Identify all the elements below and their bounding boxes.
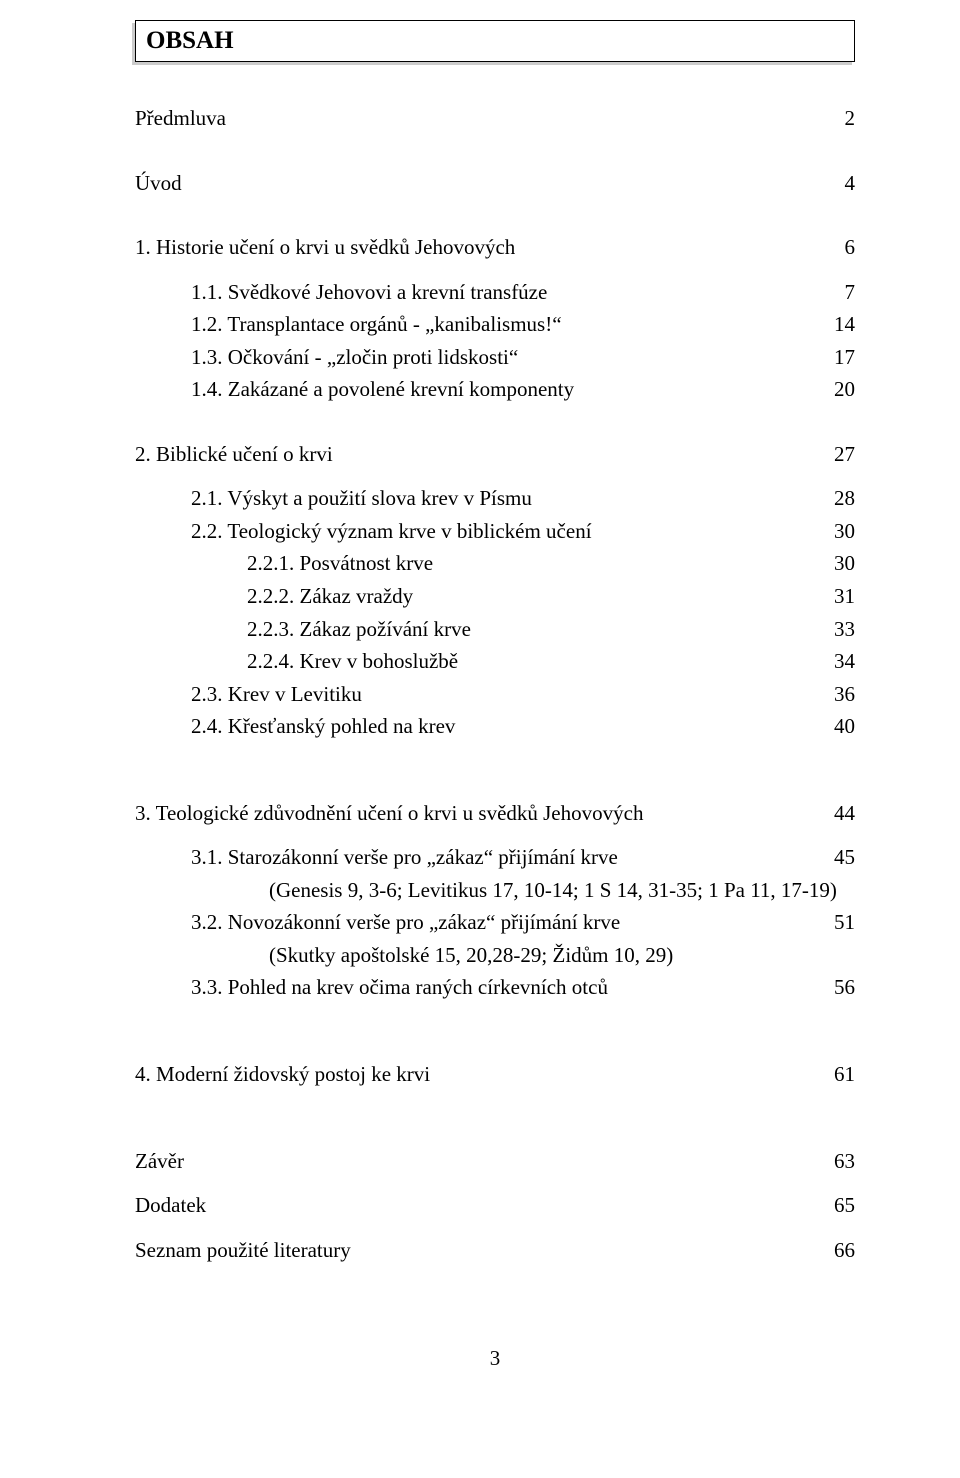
toc-entry-page: 44 [834, 797, 855, 830]
toc-entry-page: 65 [834, 1189, 855, 1222]
toc-entry-page: 7 [845, 276, 856, 309]
toc-entry-page: 2 [845, 102, 856, 135]
spacer [135, 406, 855, 438]
toc-entry: 3. Teologické zdůvodnění učení o krvi u … [135, 797, 855, 830]
toc-entry-page: 20 [834, 373, 855, 406]
toc-entry-label: 2.1. Výskyt a použití slova krev v Písmu [191, 482, 532, 515]
toc-entry-page: 63 [834, 1145, 855, 1178]
spacer [135, 1177, 855, 1189]
toc-entry-label: 2.4. Křesťanský pohled na krev [191, 710, 455, 743]
toc-entry: 3.2. Novozákonní verše pro „zákaz“ přijí… [135, 906, 855, 939]
toc-entry: Dodatek 65 [135, 1189, 855, 1222]
toc-entry-label: 1.1. Svědkové Jehovovi a krevní transfúz… [191, 276, 547, 309]
toc-entry-label: 2.2.2. Zákaz vraždy [247, 580, 413, 613]
toc-entry-label: 2. Biblické učení o krvi [135, 438, 333, 471]
toc-entry: 2.2.2. Zákaz vraždy 31 [135, 580, 855, 613]
toc-entry-label: 2.2. Teologický význam krve v biblickém … [191, 515, 592, 548]
spacer [135, 264, 855, 276]
toc-entry-page: 51 [834, 906, 855, 939]
toc-entry-label: Seznam použité literatury [135, 1234, 351, 1267]
toc-entry-page: 34 [834, 645, 855, 678]
spacer [135, 135, 855, 167]
toc-entry: 1.3. Očkování - „zločin proti lidskosti“… [135, 341, 855, 374]
toc-entry-label: 4. Moderní židovský postoj ke krvi [135, 1058, 430, 1091]
toc-entry-label: 1.4. Zakázané a povolené krevní komponen… [191, 373, 574, 406]
toc-entry: 2.2.4. Krev v bohoslužbě 34 [135, 645, 855, 678]
toc-entry-page: 17 [834, 341, 855, 374]
toc-entry-label: Úvod [135, 167, 182, 200]
toc-entry: 1.1. Svědkové Jehovovi a krevní transfúz… [135, 276, 855, 309]
spacer [135, 743, 855, 797]
page: OBSAH Předmluva 2 Úvod 4 1. Historie učení… [0, 0, 960, 1401]
toc-entry-page: 30 [834, 515, 855, 548]
spacer [135, 199, 855, 231]
toc-entry-page: 66 [834, 1234, 855, 1267]
toc-entry-label: Dodatek [135, 1189, 206, 1222]
toc-body: Předmluva 2 Úvod 4 1. Historie učení o krv… [135, 102, 855, 1266]
toc-entry-label: 1.2. Transplantace orgánů - „kanibalismu… [191, 308, 562, 341]
toc-entry-page: 61 [834, 1058, 855, 1091]
toc-entry-page: 33 [834, 613, 855, 646]
toc-entry-label: 1.3. Očkování - „zločin proti lidskosti“ [191, 341, 518, 374]
spacer [135, 470, 855, 482]
toc-entry-page: 56 [834, 971, 855, 1004]
toc-entry: Předmluva 2 [135, 102, 855, 135]
toc-entry-label: 3. Teologické zdůvodnění učení o krvi u … [135, 797, 643, 830]
toc-entry-page: 45 [834, 841, 855, 874]
toc-entry: 3.1. Starozákonní verše pro „zákaz“ přij… [135, 841, 855, 874]
toc-entry: 2.2. Teologický význam krve v biblickém … [135, 515, 855, 548]
toc-entry-label: Předmluva [135, 102, 226, 135]
toc-entry: 1.2. Transplantace orgánů - „kanibalismu… [135, 308, 855, 341]
page-number: 3 [135, 1346, 855, 1371]
toc-entry-page: 14 [834, 308, 855, 341]
toc-entry-label: 3.2. Novozákonní verše pro „zákaz“ přijí… [191, 906, 620, 939]
toc-entry: Úvod 4 [135, 167, 855, 200]
toc-entry-page: 4 [845, 167, 856, 200]
toc-entry: 2.3. Krev v Levitiku 36 [135, 678, 855, 711]
toc-entry-label: 3.1. Starozákonní verše pro „zákaz“ přij… [191, 841, 618, 874]
toc-entry: (Skutky apoštolské 15, 20,28-29; Židům 1… [135, 939, 855, 972]
toc-entry: 2.1. Výskyt a použití slova krev v Písmu… [135, 482, 855, 515]
toc-entry-label: 2.3. Krev v Levitiku [191, 678, 362, 711]
toc-entry-label: 1. Historie učení o krvi u svědků Jehovo… [135, 231, 515, 264]
toc-entry-label: 2.2.4. Krev v bohoslužbě [247, 645, 458, 678]
toc-entry: 2.4. Křesťanský pohled na krev 40 [135, 710, 855, 743]
toc-entry: 2.2.3. Zákaz požívání krve 33 [135, 613, 855, 646]
toc-entry: 1.4. Zakázané a povolené krevní komponen… [135, 373, 855, 406]
toc-entry-page: 40 [834, 710, 855, 743]
toc-entry-label: 3.3. Pohled na krev očima raných církevn… [191, 971, 608, 1004]
spacer [135, 1222, 855, 1234]
toc-entry: Seznam použité literatury 66 [135, 1234, 855, 1267]
toc-entry-page: 6 [845, 231, 856, 264]
toc-entry: 3.3. Pohled na krev očima raných církevn… [135, 971, 855, 1004]
toc-entry-label: 2.2.1. Posvátnost krve [247, 547, 433, 580]
toc-entry-label: Závěr [135, 1145, 184, 1178]
toc-entry-page: 30 [834, 547, 855, 580]
toc-entry-label: 2.2.3. Zákaz požívání krve [247, 613, 471, 646]
spacer [135, 1091, 855, 1145]
toc-entry-page: 31 [834, 580, 855, 613]
toc-entry-label: (Genesis 9, 3-6; Levitikus 17, 10-14; 1 … [269, 874, 837, 907]
spacer [135, 1004, 855, 1058]
toc-entry-label: (Skutky apoštolské 15, 20,28-29; Židům 1… [269, 939, 673, 972]
toc-entry-page: 27 [834, 438, 855, 471]
toc-entry: 1. Historie učení o krvi u svědků Jehovo… [135, 231, 855, 264]
toc-title: OBSAH [146, 27, 234, 54]
toc-entry: 2. Biblické učení o krvi 27 [135, 438, 855, 471]
toc-header-box: OBSAH [135, 20, 855, 62]
toc-entry-page: 28 [834, 482, 855, 515]
toc-entry: 2.2.1. Posvátnost krve 30 [135, 547, 855, 580]
spacer [135, 829, 855, 841]
toc-entry: 4. Moderní židovský postoj ke krvi 61 [135, 1058, 855, 1091]
toc-entry: (Genesis 9, 3-6; Levitikus 17, 10-14; 1 … [135, 874, 855, 907]
toc-entry-page: 36 [834, 678, 855, 711]
toc-entry: Závěr 63 [135, 1145, 855, 1178]
